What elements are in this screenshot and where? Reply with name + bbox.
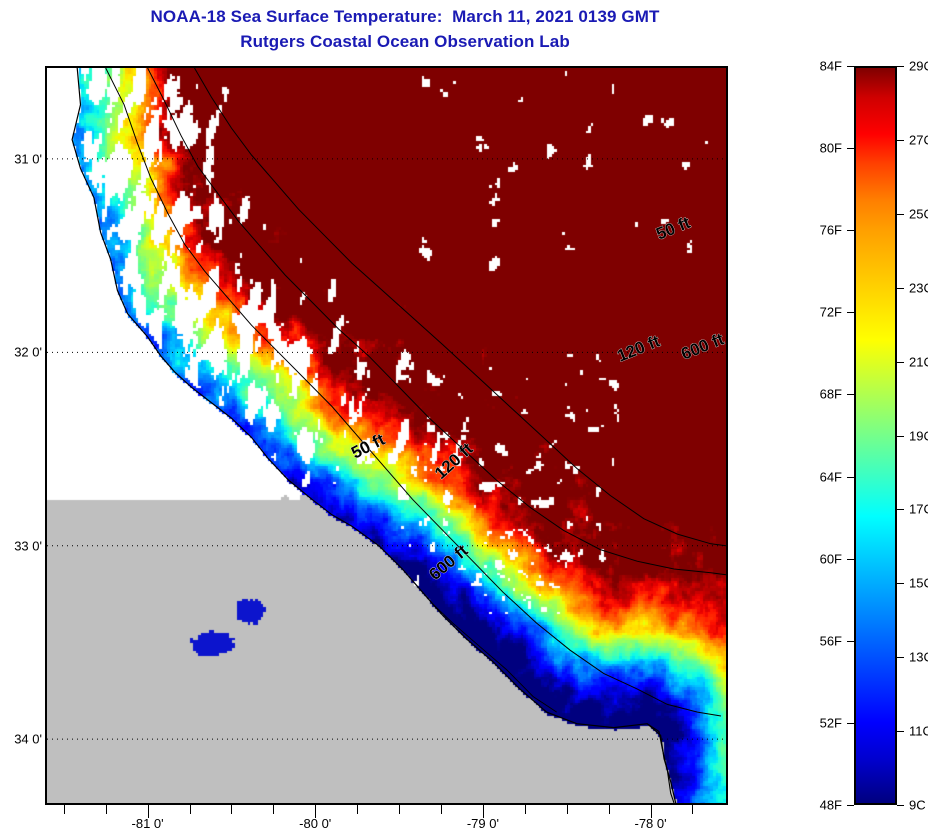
colorbar-celsius-label: 15C [909, 575, 928, 591]
x-tick [189, 805, 191, 814]
x-tick [399, 805, 401, 814]
colorbar-celsius-tick [897, 361, 904, 363]
colorbar-celsius-tick [897, 657, 904, 659]
x-tick [63, 805, 65, 814]
colorbar-celsius-tick [897, 139, 904, 141]
colorbar-celsius-tick [897, 213, 904, 215]
x-tick [650, 805, 652, 818]
title-line-2: Rutgers Coastal Ocean Observation Lab [240, 32, 570, 51]
colorbar-celsius-tick [897, 731, 904, 733]
x-tick [357, 805, 359, 814]
colorbar-celsius-label: 11C [909, 723, 928, 739]
coastal-sound-line [432, 603, 557, 713]
x-axis-label: -79 0' [466, 816, 499, 831]
contour-label: 120 ft [614, 331, 663, 365]
colorbar-fahrenheit-label: 52F [819, 715, 842, 731]
y-axis-label: 33 0' [14, 538, 42, 554]
colorbar: 84F 80F 76F 72F 68F 64F 60F 56F 52F 48F 29C 27C 25C 2… [820, 59, 928, 813]
map-overlay: 50 ft 120 ft 600 ft 50 ft 120 ft 600 ft [47, 68, 726, 803]
colorbar-fahrenheit-tick [847, 312, 854, 314]
colorbar-celsius-label: 21C [909, 354, 928, 370]
colorbar-celsius-tick [897, 583, 904, 585]
colorbar-celsius-label: 29C [909, 58, 928, 74]
colorbar-celsius-tick [897, 435, 904, 437]
x-tick [147, 805, 149, 818]
colorbar-fahrenheit-tick [847, 805, 854, 806]
colorbar-fahrenheit-label: 64F [819, 469, 842, 485]
colorbar-fahrenheit-tick [847, 394, 854, 396]
x-tick [608, 805, 610, 814]
colorbar-fahrenheit-label: 56F [819, 633, 842, 649]
y-axis-label: 34 0' [14, 731, 42, 747]
bathymetry-contour-120ft [147, 68, 726, 576]
colorbar-fahrenheit-label: 72F [819, 304, 842, 320]
x-axis-label: -80 0' [299, 816, 332, 831]
colorbar-celsius-label: 23C [909, 280, 928, 296]
y-axis-label: 32 0' [14, 344, 42, 360]
x-tick [315, 805, 317, 818]
colorbar-fahrenheit-tick [847, 640, 854, 642]
colorbar-fahrenheit-label: 80F [819, 140, 842, 156]
title-line-1: NOAA-18 Sea Surface Temperature: March 1… [150, 7, 660, 26]
colorbar-celsius-label: 27C [909, 132, 928, 148]
colorbar-fahrenheit-tick [847, 148, 854, 150]
colorbar-fahrenheit-tick [847, 722, 854, 724]
coastline [71, 68, 677, 803]
contour-label: 600 ft [678, 329, 726, 363]
contour-label: 50 ft [348, 430, 388, 463]
contour-label: 600 ft [425, 541, 471, 584]
colorbar-fahrenheit-tick [847, 230, 854, 232]
colorbar-fahrenheit-tick [847, 558, 854, 560]
colorbar-gradient [854, 66, 897, 805]
x-axis-label: -81 0' [131, 816, 164, 831]
sst-map-panel: 50 ft 120 ft 600 ft 50 ft 120 ft 600 ft [45, 66, 728, 805]
colorbar-celsius-tick [897, 287, 904, 289]
colorbar-celsius-label: 9C [909, 797, 926, 813]
x-tick [482, 805, 484, 818]
colorbar-fahrenheit-label: 84F [819, 58, 842, 74]
contour-label: 120 ft [431, 439, 477, 483]
colorbar-celsius-tick [897, 805, 904, 806]
x-tick [440, 805, 442, 814]
coastline-outer-banks [646, 723, 675, 803]
colorbar-fahrenheit-label: 48F [819, 797, 842, 813]
colorbar-celsius-label: 19C [909, 428, 928, 443]
x-tick [566, 805, 568, 814]
chart-title: NOAA-18 Sea Surface Temperature: March 1… [0, 4, 810, 54]
colorbar-fahrenheit-tick [847, 476, 854, 478]
x-tick [524, 805, 526, 814]
colorbar-celsius-label: 13C [909, 649, 928, 665]
sst-raster [47, 68, 726, 803]
x-tick [692, 805, 694, 814]
contour-label: 50 ft [653, 213, 693, 244]
colorbar-fahrenheit-tick [847, 66, 854, 67]
colorbar-celsius-label: 17C [909, 501, 928, 517]
x-tick [231, 805, 233, 814]
colorbar-celsius-tick [897, 66, 904, 67]
x-tick [105, 805, 107, 814]
x-axis-label: -78 0' [634, 816, 667, 831]
colorbar-fahrenheit-label: 60F [819, 551, 842, 567]
y-axis-label: 31 0' [14, 151, 42, 167]
x-tick [273, 805, 275, 814]
colorbar-celsius-label: 25C [909, 206, 928, 222]
colorbar-celsius-tick [897, 509, 904, 511]
bathymetry-contour-600ft [194, 68, 726, 547]
bathymetry-contour-50ft [105, 68, 722, 717]
colorbar-fahrenheit-label: 76F [819, 222, 842, 238]
colorbar-fahrenheit-label: 68F [819, 386, 842, 402]
